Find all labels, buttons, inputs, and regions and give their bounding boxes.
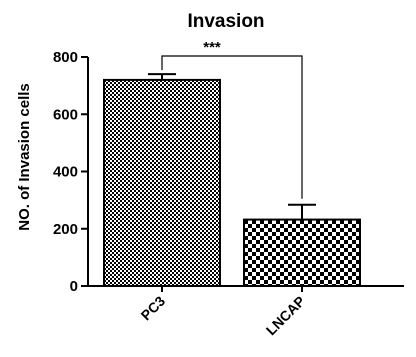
bar-lncap xyxy=(243,218,361,287)
y-tick-label: 800 xyxy=(53,49,78,66)
bar-pc3 xyxy=(103,78,221,288)
y-tick-label: 200 xyxy=(53,221,78,238)
y-tick-label: 600 xyxy=(53,106,78,123)
chart-title: Invasion xyxy=(187,11,264,32)
significance-label: *** xyxy=(203,39,221,56)
y-tick-label: 0 xyxy=(70,278,78,295)
significance-bracket xyxy=(161,55,303,199)
x-tick-label-lncap: LNCAP xyxy=(263,293,308,338)
y-tick-label: 400 xyxy=(53,164,78,181)
x-tick-label-pc3: PC3 xyxy=(138,293,169,324)
y-axis-label: NO. of Invasion cells xyxy=(16,83,33,231)
